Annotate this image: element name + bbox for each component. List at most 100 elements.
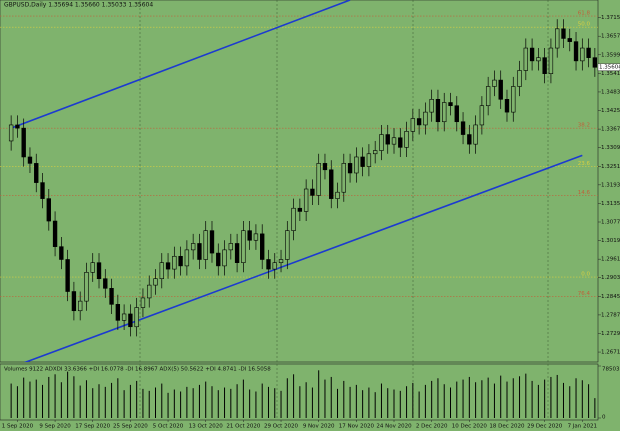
x-tick-label: 10 Dec 2020 — [452, 424, 488, 430]
y-tick-label: 1.30190 — [601, 238, 620, 244]
candle-body — [216, 252, 221, 267]
x-tick-label: 9 Sep 2020 — [39, 424, 71, 430]
candle-body — [71, 291, 77, 312]
candle-body — [442, 102, 447, 123]
y-tick-label: 1.31350 — [601, 201, 620, 207]
y-tick-label: 1.29030 — [601, 275, 620, 281]
last-price-label: 1.35604 — [599, 65, 620, 71]
candle-body — [473, 124, 478, 145]
candle-body — [573, 41, 579, 62]
candle-body — [222, 249, 227, 267]
candle-body — [529, 47, 535, 62]
candle-body — [435, 99, 441, 123]
x-tick-label: 29 Oct 2020 — [264, 424, 299, 430]
y-tick-label: 1.34830 — [601, 89, 620, 95]
candle-body — [492, 79, 497, 87]
candle-body — [335, 191, 340, 199]
y-tick-label: 1.33090 — [601, 145, 620, 151]
candle-body — [203, 230, 208, 260]
candle-body — [567, 38, 572, 42]
candle-body — [234, 243, 240, 263]
candle-body — [21, 127, 26, 158]
candle-body — [109, 288, 114, 305]
period-separators — [139, 0, 549, 420]
level-label: 14.6 — [578, 190, 591, 196]
x-tick-label: 24 Nov 2020 — [376, 424, 412, 430]
candle-body — [485, 86, 491, 107]
candle-body — [46, 198, 51, 222]
chart-title: GBPUSD,Daily 1.35694 1.35660 1.35033 1.3… — [4, 2, 153, 9]
level-label: 50.0 — [578, 22, 591, 28]
candle-body — [391, 137, 397, 145]
candle-body — [511, 86, 516, 113]
candle-body — [385, 134, 390, 145]
candle-body — [423, 111, 428, 126]
candle-body — [347, 163, 353, 174]
candle-body — [65, 259, 70, 292]
candle-body — [90, 262, 95, 273]
x-tick-label: 17 Sep 2020 — [75, 424, 110, 430]
x-tick-label: 9 Nov 2020 — [303, 424, 335, 430]
x-tick-label: 21 Oct 2020 — [226, 424, 261, 430]
x-tick-label: 29 Dec 2020 — [527, 424, 563, 430]
candle-body — [266, 259, 271, 270]
candle-body — [134, 307, 139, 328]
candle-body — [278, 259, 284, 263]
candle-body — [128, 313, 133, 328]
candle-body — [52, 220, 58, 247]
candle-body — [103, 278, 108, 289]
trend-line — [23, 154, 583, 362]
candle-body — [40, 182, 45, 199]
x-tick-label: 13 Oct 2020 — [189, 424, 224, 430]
y-tick-label: 1.35410 — [601, 71, 620, 77]
indicator-title: Volumes 9122 ADXDI 33.6366 +DI 16.0778 -… — [4, 367, 271, 373]
candle-body — [429, 99, 434, 113]
last-price-box — [597, 63, 620, 71]
candle-body — [153, 278, 158, 286]
candle-body — [504, 99, 510, 113]
candle-body — [523, 47, 529, 71]
level-label: 61.8 — [578, 11, 591, 17]
candle-body — [228, 243, 234, 251]
candle-body — [322, 163, 328, 171]
x-tick-label: 18 Dec 2020 — [489, 424, 525, 430]
candle-body — [360, 156, 365, 167]
level-label: 38.2 — [578, 123, 590, 129]
y-tick-label: 1.29610 — [601, 257, 620, 263]
candle-body — [190, 243, 196, 251]
candle-body — [260, 233, 265, 260]
candle-body — [467, 134, 472, 145]
candle-body — [140, 297, 146, 308]
candle-body — [548, 47, 554, 74]
x-tick-label: 2 Dec 2020 — [416, 424, 448, 430]
candle-body — [241, 230, 246, 263]
candle-body — [165, 262, 171, 270]
y-tick-label: 1.34250 — [601, 108, 620, 114]
x-tick-label: 7 Jan 2021 — [568, 424, 597, 430]
trend-line — [10, 0, 351, 129]
candle-body — [209, 230, 215, 254]
candle-body — [448, 102, 453, 107]
x-tick-label: 25 Sep 2020 — [113, 424, 148, 430]
candle-body — [416, 118, 422, 126]
y-tick-label: 1.32510 — [601, 164, 620, 170]
candle-body — [498, 79, 503, 100]
candle-body — [34, 163, 39, 183]
y-tick-label: 1.36570 — [601, 34, 620, 40]
candle-body — [555, 28, 560, 49]
candle-body — [592, 57, 598, 68]
candle-body — [542, 57, 547, 74]
candle-body — [310, 188, 315, 196]
candle-body — [479, 105, 485, 126]
candle-body — [366, 153, 372, 167]
candle-body — [297, 207, 303, 212]
candle-body — [580, 47, 585, 62]
y-tick-label: 1.28450 — [601, 294, 620, 300]
candle-body — [184, 249, 190, 267]
candle-body — [536, 57, 541, 62]
candle-body — [291, 207, 296, 231]
v-tick-label: 0 — [602, 415, 606, 421]
candle-body — [372, 150, 378, 155]
